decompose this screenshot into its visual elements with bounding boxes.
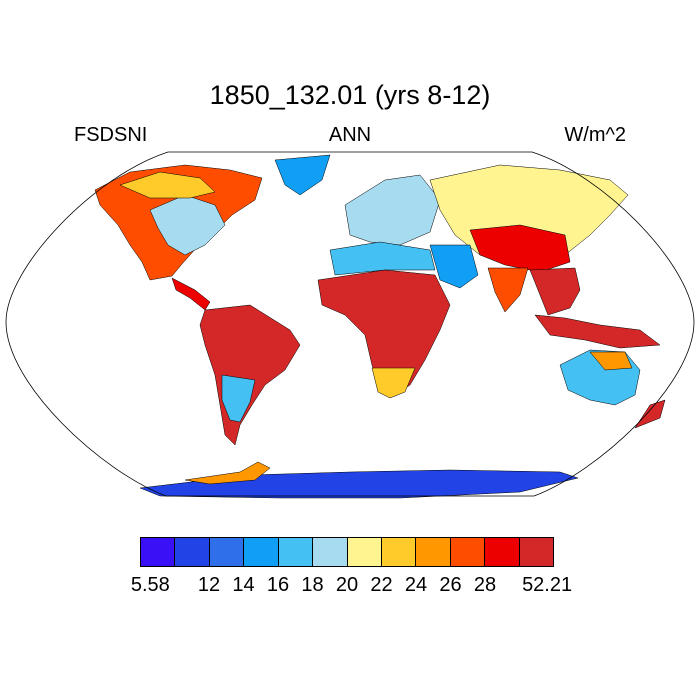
colorbar-box [381, 538, 417, 566]
europe-land [344, 174, 441, 246]
colorbar-box [141, 538, 176, 566]
antarctica-peninsula [184, 461, 271, 485]
colorbar-box [278, 538, 314, 566]
colorbar-box [519, 538, 554, 566]
colorbar-tick-label: 20 [335, 574, 359, 596]
colorbar-tick-label: 26 [439, 574, 462, 596]
arabia-land [429, 244, 479, 289]
season-label: ANN [328, 124, 372, 146]
greenland-land [274, 154, 331, 196]
central-america-land [171, 277, 211, 311]
india-land [487, 267, 529, 313]
colorbar-box [244, 538, 279, 566]
canada-north [119, 171, 216, 199]
units-label: W/m^2 [564, 124, 626, 146]
plot-title: 1850_132.01 (yrs 8-12) [209, 80, 491, 110]
colorbar-tick-label: 52.21 [522, 574, 573, 596]
colorbar-box [175, 538, 210, 566]
colorbar [140, 537, 554, 567]
south-america-south [221, 374, 256, 423]
colorbar-tick-label: 12 [197, 574, 221, 596]
colorbar-box [347, 538, 382, 566]
map-outline [5, 151, 695, 497]
colorbar-tick-label: 28 [473, 574, 497, 596]
south-america-land [199, 304, 301, 446]
colorbar-box [485, 538, 520, 566]
antarctica-land [139, 469, 579, 499]
indonesia-land [534, 314, 661, 349]
colorbar-tick-label: 18 [301, 574, 324, 596]
colorbar-tick-label: 22 [370, 574, 393, 596]
africa-south [371, 367, 416, 399]
africa-north-band [329, 241, 436, 276]
colorbar-tick-label: 14 [232, 574, 255, 596]
asia-central [469, 224, 571, 273]
colorbar-box [313, 538, 348, 566]
colorbar-box [209, 538, 245, 566]
colorbar-box [416, 538, 451, 566]
north-america-interior [149, 194, 226, 256]
land-masses [94, 154, 666, 499]
colorbar-box [450, 538, 486, 566]
colorbar-tick-label: 5.58 [130, 574, 170, 596]
variable-label: FSDSNI [74, 124, 148, 146]
new-zealand-land [634, 399, 666, 429]
southeast-asia-land [529, 267, 581, 316]
australia-north [589, 351, 633, 371]
colorbar-tick-label: 16 [266, 574, 290, 596]
colorbar-tick-label: 24 [404, 574, 428, 596]
